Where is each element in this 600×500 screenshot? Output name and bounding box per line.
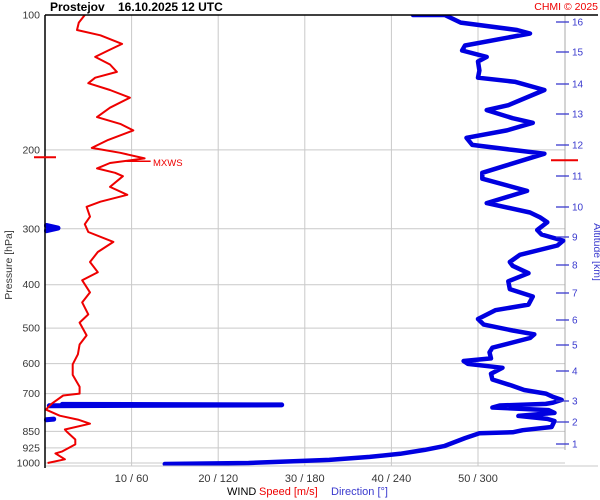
altitude-tick-label: 3 (572, 397, 578, 408)
x-tick-label: 30 / 180 (285, 473, 325, 485)
altitude-tick-label: 9 (572, 233, 578, 244)
mxws-label: MXWS (153, 158, 183, 169)
station-title: Prostejov (50, 0, 105, 14)
altitude-tick-label: 2 (572, 418, 578, 429)
altitude-tick-label: 5 (572, 341, 578, 352)
x-tick-label: 50 / 300 (458, 473, 498, 485)
altitude-tick-label: 13 (572, 110, 584, 121)
curve-layer (44, 15, 566, 466)
direction-wrap-segment (44, 416, 57, 423)
x-tick-label: 20 / 120 (198, 473, 238, 485)
copyright-label: CHMI © 2025 (534, 1, 598, 13)
direction-wrap-segment (46, 401, 285, 409)
sounding-datetime: 16.10.2025 12 UTC (118, 0, 223, 14)
altitude-tick-label: 7 (572, 289, 578, 300)
altitude-tick-label: 11 (572, 172, 583, 183)
pressure-tick-label: 600 (22, 358, 40, 370)
x-tick-label: 10 / 60 (115, 473, 149, 485)
mxws-marker-layer (34, 156, 578, 163)
frame-layer (44, 14, 598, 468)
direction-curve (162, 15, 566, 466)
grid-layer (45, 15, 566, 466)
direction-wrap-segment (44, 223, 61, 234)
altitude-axis-title: Altitude [km] (591, 223, 600, 281)
speed-curve (44, 15, 146, 464)
altitude-tick-label: 6 (572, 316, 578, 327)
altitude-tick-label: 1 (572, 440, 578, 451)
altitude-tick-label: 4 (572, 367, 578, 378)
pressure-tick-label: 400 (22, 279, 40, 291)
legend-speed: Speed [m/s] (259, 486, 318, 498)
pressure-tick-label: 700 (22, 388, 40, 400)
altitude-tick-label: 15 (572, 48, 584, 59)
pressure-tick-label: 925 (22, 442, 40, 454)
legend-direction: Direction [°] (331, 486, 388, 498)
legend-wind: WIND (227, 486, 256, 498)
x-tick-label: 40 / 240 (372, 473, 412, 485)
altitude-tick-label: 14 (572, 80, 584, 91)
altitude-tick-label: 10 (572, 203, 584, 214)
altitude-tick-label: 12 (572, 141, 584, 152)
pressure-tick-label: 300 (22, 223, 40, 235)
pressure-tick-label: 500 (22, 323, 40, 335)
pressure-tick-label: 850 (22, 426, 40, 438)
pressure-tick-label: 1000 (17, 458, 41, 470)
altitude-tick-label: 8 (572, 261, 578, 272)
pressure-tick-label: 200 (22, 144, 40, 156)
pressure-tick-label: 100 (22, 10, 40, 22)
pressure-axis-title: Pressure [hPa] (3, 230, 15, 300)
altitude-tick-label: 16 (572, 18, 584, 29)
